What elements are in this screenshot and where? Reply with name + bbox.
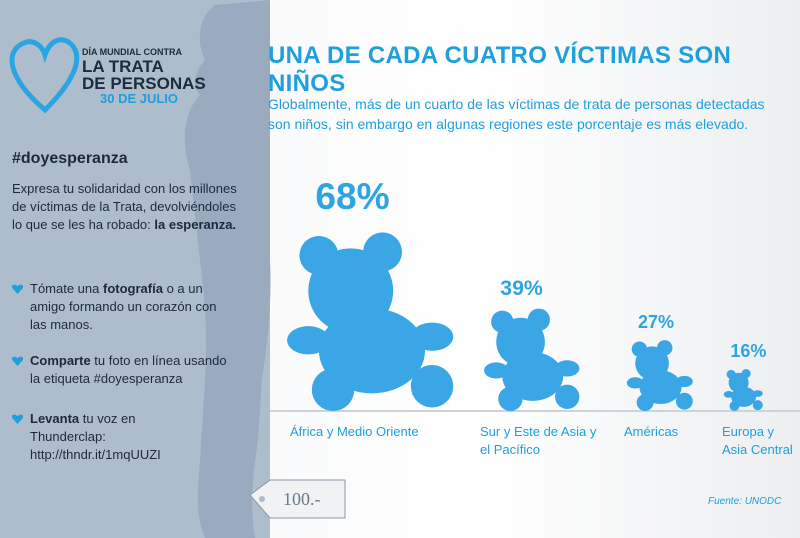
bear-part bbox=[555, 360, 580, 377]
value-label: 68% bbox=[315, 174, 390, 217]
bullet-bold: Levanta bbox=[30, 411, 80, 426]
intro: Expresa tu solidaridad con los millones … bbox=[12, 180, 237, 234]
bear-part bbox=[626, 377, 644, 389]
bear-part bbox=[498, 386, 523, 411]
teddy-bear bbox=[287, 232, 454, 411]
bullet-text: tu voz en Thunderclap: http://thndr.it/1… bbox=[30, 411, 161, 462]
child-silhouette bbox=[184, 0, 271, 538]
category-label: Américas bbox=[624, 424, 679, 439]
bear-part bbox=[636, 394, 654, 411]
logo-line: LA TRATA bbox=[82, 57, 164, 76]
bear-part bbox=[484, 362, 509, 379]
bullet-bold: Comparte bbox=[30, 353, 91, 368]
bullet-bold: fotografía bbox=[103, 281, 163, 296]
bullet: Tómate una fotografía o a un amigo forma… bbox=[12, 280, 230, 334]
bear-part bbox=[502, 352, 564, 401]
bear-part bbox=[311, 368, 355, 411]
price-tag: 100.- bbox=[249, 479, 346, 519]
bullet: Comparte tu foto en línea usando la etiq… bbox=[12, 352, 230, 388]
bear-part bbox=[675, 375, 693, 388]
source: Fuente: UNODC bbox=[708, 496, 782, 507]
hashtag: #doyesperanza bbox=[12, 150, 128, 167]
logo-line: DÍA MUNDIAL CONTRA bbox=[82, 47, 182, 57]
intro-bold: la esperanza. bbox=[154, 217, 237, 232]
category-label: África y Medio Oriente bbox=[290, 424, 419, 439]
bullet-text: Tómate una bbox=[30, 281, 103, 296]
logo-line: DE PERSONAS bbox=[82, 74, 206, 93]
chart-title: UNA DE CADA CUATRO VÍCTIMAS SON NIÑOS bbox=[268, 42, 732, 97]
bear-part bbox=[752, 400, 763, 411]
category-label: Europa y Asia Central bbox=[722, 424, 793, 457]
bear-part bbox=[555, 384, 580, 409]
tag-text: 100.- bbox=[283, 489, 321, 509]
teddy-bear bbox=[484, 308, 580, 411]
bullet-heart bbox=[12, 284, 23, 294]
heart-logo bbox=[9, 37, 80, 114]
bullet-text: tu foto en línea usando la etiqueta #doy… bbox=[30, 353, 227, 386]
bear-part bbox=[410, 365, 454, 408]
teddy-bear bbox=[723, 368, 763, 411]
value-label: 39% bbox=[500, 275, 543, 300]
bullet-heart bbox=[12, 356, 23, 366]
bear-part bbox=[410, 322, 454, 351]
bear-part bbox=[729, 401, 740, 411]
bear-part bbox=[731, 386, 757, 407]
value-label: 16% bbox=[730, 340, 767, 361]
bear-part bbox=[639, 370, 682, 404]
category-label: Sur y Este de Asia y el Pacífico bbox=[480, 424, 597, 457]
bear-part bbox=[287, 326, 330, 355]
bear-part bbox=[752, 390, 763, 397]
bear-part bbox=[723, 391, 734, 398]
teddy-bear bbox=[626, 340, 693, 411]
bullet: Levanta tu voz en Thunderclap: http://th… bbox=[12, 410, 190, 464]
bullet-heart bbox=[12, 414, 23, 424]
chart-subtitle: Globalmente, más de un cuarto de las víc… bbox=[268, 96, 765, 132]
intro-text: Expresa tu solidaridad con los millones … bbox=[12, 181, 237, 232]
bear-part bbox=[675, 392, 693, 410]
value-label: 27% bbox=[638, 312, 675, 332]
logo-date: 30 DE JULIO bbox=[100, 91, 179, 106]
bear-part bbox=[318, 308, 425, 394]
bullet-text: o a un amigo formando un corazón con las… bbox=[30, 281, 217, 332]
